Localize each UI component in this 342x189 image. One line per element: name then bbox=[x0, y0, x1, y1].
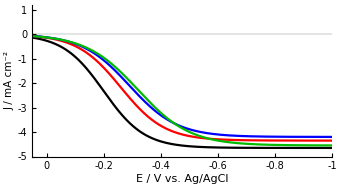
Y-axis label: J / mA cm⁻²: J / mA cm⁻² bbox=[5, 51, 15, 110]
X-axis label: E / V vs. Ag/AgCl: E / V vs. Ag/AgCl bbox=[136, 174, 228, 184]
